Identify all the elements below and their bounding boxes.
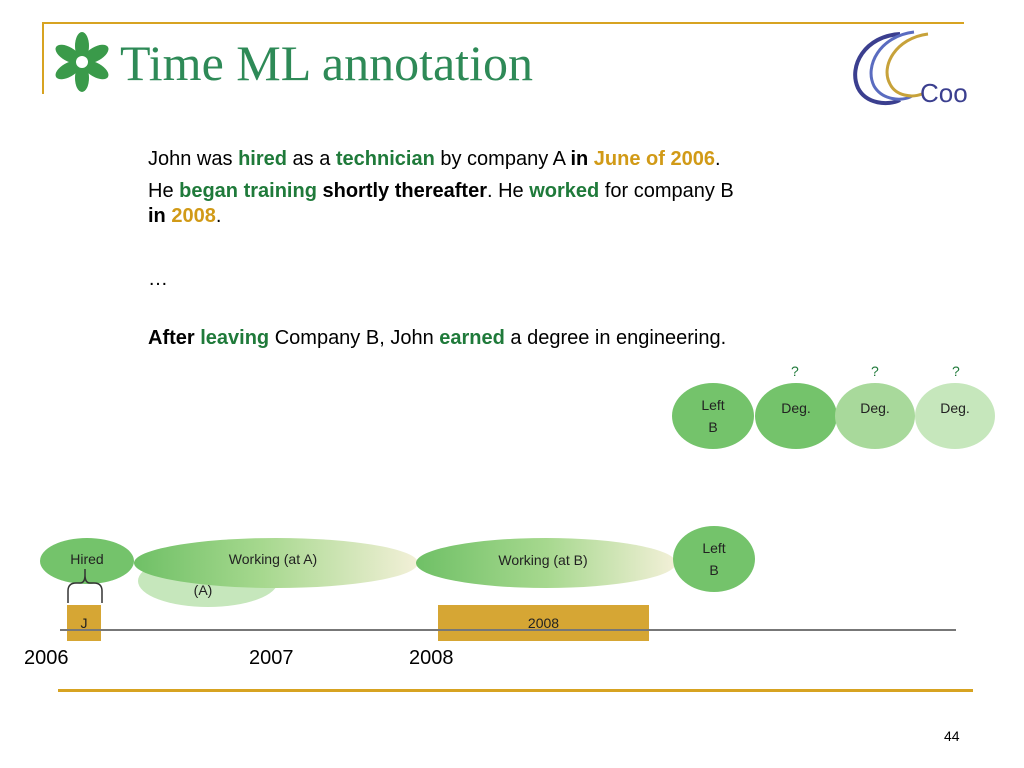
uncertain-mark-2: ? xyxy=(871,363,879,379)
event-degree-3: Deg. xyxy=(915,383,995,449)
ellipsis-text: … xyxy=(148,268,168,290)
frame-bottom-line xyxy=(58,689,973,692)
sentence-1: John was hired as a technician by compan… xyxy=(148,148,721,170)
frame-top-line xyxy=(42,22,964,24)
page-number: 44 xyxy=(944,728,960,744)
page-title: Time ML annotation xyxy=(120,35,533,91)
event-left-b-timeline: Left B xyxy=(673,526,755,592)
uncertain-mark-3: ? xyxy=(952,363,960,379)
time-bar-june-2006: J xyxy=(67,605,101,641)
sentence-2-continued: in 2008. xyxy=(148,205,222,227)
frame-left-line xyxy=(42,22,44,94)
flower-logo-icon xyxy=(55,32,109,92)
time-bar-2008: 2008 xyxy=(438,605,649,641)
sentence-3: After leaving Company B, John earned a d… xyxy=(148,327,727,349)
year-label-2007: 2007 xyxy=(249,647,294,669)
company-logo-icon: Coo xyxy=(853,30,968,108)
sentence-2: He began training shortly thereafter. He… xyxy=(148,180,734,202)
event-working-a: Working (at A) xyxy=(134,538,418,588)
uncertain-mark-1: ? xyxy=(791,363,799,379)
event-hired: Hired xyxy=(40,538,134,584)
event-left-b-upper: Left B xyxy=(672,383,754,449)
timeline-axis xyxy=(60,629,956,631)
event-working-b: Working (at B) xyxy=(416,538,676,588)
event-degree-2: Deg. xyxy=(835,383,915,449)
svg-text:Coo: Coo xyxy=(920,78,968,108)
brace-icon xyxy=(67,569,103,603)
year-label-2006: 2006 xyxy=(24,647,69,669)
year-label-2008: 2008 xyxy=(409,647,454,669)
event-degree-1: Deg. xyxy=(755,383,837,449)
